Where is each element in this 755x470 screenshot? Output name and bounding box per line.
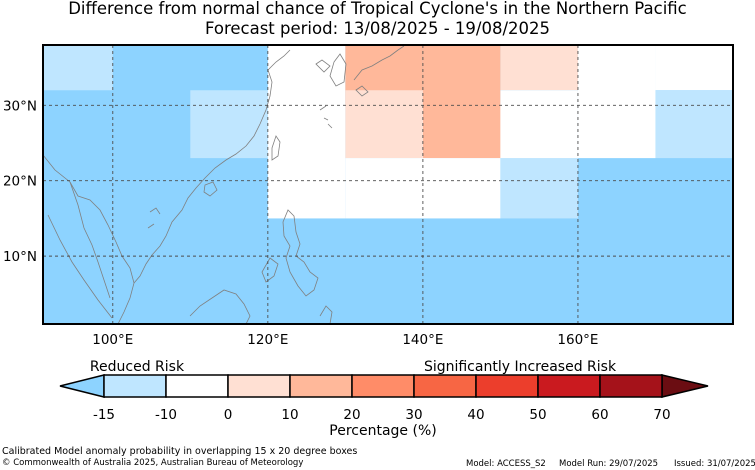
reduced-risk-label: Reduced Risk	[90, 359, 185, 375]
colorbar-under-arrow	[59, 374, 105, 398]
colorbar-segment	[227, 374, 291, 398]
lat-tick-label: 20°N	[3, 174, 37, 190]
colorbar-segment	[475, 374, 539, 398]
colorbar-segment	[537, 374, 601, 398]
chart-title: Difference from normal chance of Tropica…	[68, 0, 687, 18]
footer-description: Calibrated Model anomaly probability in …	[2, 446, 358, 457]
colorbar-segment	[351, 374, 415, 398]
increased-risk-label: Significantly Increased Risk	[424, 359, 617, 375]
map-frame	[42, 44, 734, 325]
colorbar-tick-label: 30	[405, 407, 422, 423]
risk-box	[43, 45, 113, 91]
footer-model: Model: ACCESS_S2	[466, 459, 546, 469]
colorbar-tick-label: 40	[467, 407, 484, 423]
colorbar-tick-label: 70	[653, 407, 670, 423]
risk-box	[267, 45, 346, 219]
risk-box	[577, 45, 656, 159]
risk-box	[655, 45, 733, 91]
risk-box	[655, 90, 733, 159]
colorbar-axis-label: Percentage (%)	[329, 423, 436, 439]
risk-box	[500, 158, 578, 219]
colorbar: Reduced Risk Significantly Increased Ris…	[59, 359, 709, 439]
colorbar-tick-label: 20	[343, 407, 360, 423]
lon-tick-label: 100°E	[92, 332, 133, 348]
footer-issued: Issued: 31/07/2025	[674, 459, 755, 469]
colorbar-segment	[103, 374, 167, 398]
coastlines	[43, 45, 405, 324]
footer-copyright: © Commonwealth of Australia 2025, Austra…	[2, 458, 304, 468]
colorbar-tick-label: 10	[281, 407, 298, 423]
risk-box	[422, 45, 501, 159]
lat-tick-label: 30°N	[3, 98, 37, 114]
colorbar-segment	[165, 374, 229, 398]
risk-box	[345, 90, 423, 159]
colorbar-tick-label: -15	[93, 407, 115, 423]
risk-box	[190, 90, 268, 159]
colorbar-segment	[599, 374, 663, 398]
colorbar-tick-label: 60	[591, 407, 608, 423]
risk-box	[500, 90, 578, 159]
colorbar-over-arrow	[661, 374, 709, 398]
lat-tick-label: 10°N	[3, 249, 37, 265]
lon-tick-label: 140°E	[402, 332, 443, 348]
colorbar-segment	[289, 374, 353, 398]
lon-tick-label: 120°E	[247, 332, 288, 348]
lon-tick-label: 160°E	[557, 332, 598, 348]
colorbar-tick-label: 50	[529, 407, 546, 423]
colorbar-tick-label: -10	[155, 407, 177, 423]
colorbar-segment	[413, 374, 477, 398]
risk-box	[500, 45, 578, 91]
footer-model-run: Model Run: 29/07/2025	[559, 459, 659, 469]
colorbar-tick-label: 0	[224, 407, 233, 423]
forecast-period: Forecast period: 13/08/2025 - 19/08/2025	[204, 19, 551, 38]
